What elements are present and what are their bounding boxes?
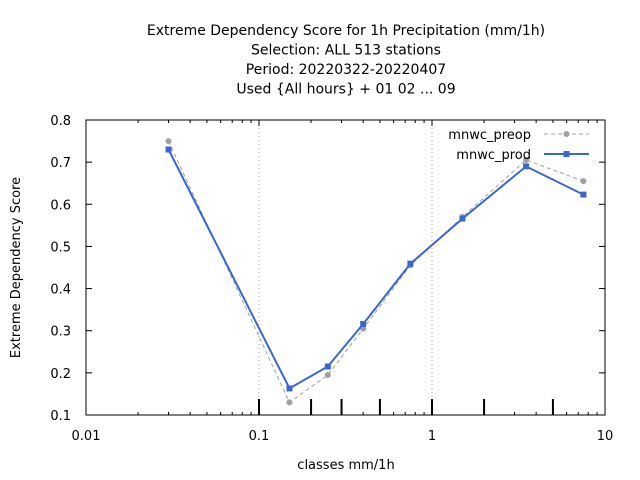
y-axis: 0.1 0.2 0.3 0.4 0.5 0.6 0.7 0.8: [50, 114, 605, 424]
data-point: [523, 157, 530, 164]
y-tick-label: 0.6: [50, 198, 71, 213]
data-point: [165, 146, 172, 153]
data-point: [286, 385, 293, 392]
title-line: Used {All hours} + 01 02 ... 09: [236, 82, 455, 98]
legend-label: mnwc_preop: [448, 128, 531, 143]
legend-marker: [563, 151, 570, 157]
x-axis: 0.01 0.1 1 10: [72, 120, 614, 444]
y-tick-label: 0.4: [50, 283, 71, 298]
title-line: Selection: ALL 513 stations: [251, 43, 441, 59]
y-tick-label: 0.8: [50, 114, 71, 129]
legend-label: mnwc_prod: [456, 148, 531, 163]
x-tick-label: 0.1: [249, 429, 270, 444]
y-tick-label: 0.5: [50, 240, 71, 255]
y-tick-label: 0.2: [50, 367, 71, 382]
x-tick-label: 1: [428, 429, 436, 444]
data-point: [580, 191, 587, 198]
chart-title: Extreme Dependency Score for 1h Precipit…: [147, 23, 545, 98]
data-point: [459, 215, 466, 222]
grid: [258, 120, 433, 415]
y-axis-label: Extreme Dependency Score: [9, 177, 24, 358]
data-point: [580, 178, 587, 185]
legend: mnwc_preop mnwc_prod: [448, 128, 589, 163]
title-line: Period: 20220322-20220407: [246, 62, 446, 78]
series-mnwc_preop: [165, 138, 587, 406]
data-point: [165, 138, 172, 145]
x-tick-label: 0.01: [72, 429, 101, 444]
series-line: [168, 140, 584, 404]
data-point: [324, 371, 331, 378]
data-point: [286, 399, 293, 406]
x-axis-label: classes mm/1h: [297, 458, 394, 473]
series-line: [167, 149, 584, 390]
series-mnwc_prod: [165, 146, 587, 392]
data-point: [523, 163, 530, 170]
data-point: [360, 320, 367, 327]
x-tick-label: 10: [597, 429, 614, 444]
series: [165, 138, 587, 406]
data-point: [407, 260, 414, 267]
y-tick-label: 0.1: [50, 409, 71, 424]
plot-frame: [85, 119, 606, 416]
y-tick-label: 0.3: [50, 325, 71, 340]
title-line: Extreme Dependency Score for 1h Precipit…: [147, 23, 545, 39]
class-boundaries: [258, 399, 554, 415]
y-tick-label: 0.7: [50, 156, 71, 171]
data-point: [324, 363, 331, 370]
legend-marker: [563, 131, 570, 137]
